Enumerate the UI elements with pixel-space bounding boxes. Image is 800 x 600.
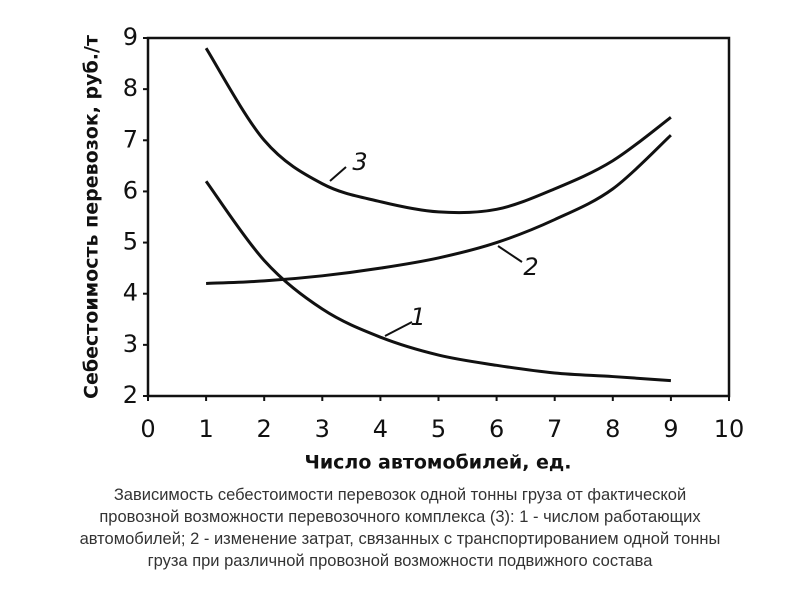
series-label: 2 <box>523 253 538 281</box>
caption-line: автомобилей; 2 - изменение затрат, связа… <box>79 530 721 548</box>
x-tick-label: 8 <box>605 415 620 443</box>
y-tick-label: 6 <box>123 176 138 204</box>
y-axis-label: Себестоимость перевозок, руб./т <box>81 35 103 399</box>
series-line <box>206 134 672 285</box>
series-label: 3 <box>352 148 367 176</box>
x-tick-label: 7 <box>547 415 562 443</box>
x-axis-label: Число автомобилей, ед. <box>305 452 572 474</box>
caption-line: груза при различной провозной возможност… <box>147 552 653 570</box>
y-tick-label: 3 <box>123 330 138 358</box>
series-label: 1 <box>410 303 425 331</box>
caption-line: Зависимость себестоимости перевозок одно… <box>113 486 687 504</box>
x-tick-label: 2 <box>257 415 272 443</box>
series-line <box>204 47 672 215</box>
y-tick-label: 2 <box>123 381 138 409</box>
y-tick-label: 7 <box>123 125 138 153</box>
x-tick-label: 0 <box>140 415 155 443</box>
leader-line <box>329 166 347 182</box>
x-tick-label: 9 <box>663 415 678 443</box>
y-tick-label: 8 <box>123 74 138 102</box>
leader-line <box>497 245 523 263</box>
x-tick-label: 4 <box>373 415 388 443</box>
y-tick-label: 9 <box>123 23 138 51</box>
series-line <box>204 180 672 383</box>
plot-frame <box>146 36 731 398</box>
chart: Число автомобилей, ед. Себестоимость пер… <box>81 23 745 474</box>
x-tick-label: 6 <box>489 415 504 443</box>
x-tick-label: 10 <box>714 415 745 443</box>
x-tick-label: 1 <box>198 415 213 443</box>
x-tick-label: 5 <box>431 415 446 443</box>
y-tick-label: 4 <box>123 279 138 307</box>
y-tick-label: 5 <box>123 228 138 256</box>
caption-line: провозной возможности перевозочного комп… <box>99 508 701 526</box>
leader-line <box>384 321 413 337</box>
x-tick-label: 3 <box>315 415 330 443</box>
caption: Зависимость себестоимости перевозок одно… <box>0 484 800 572</box>
